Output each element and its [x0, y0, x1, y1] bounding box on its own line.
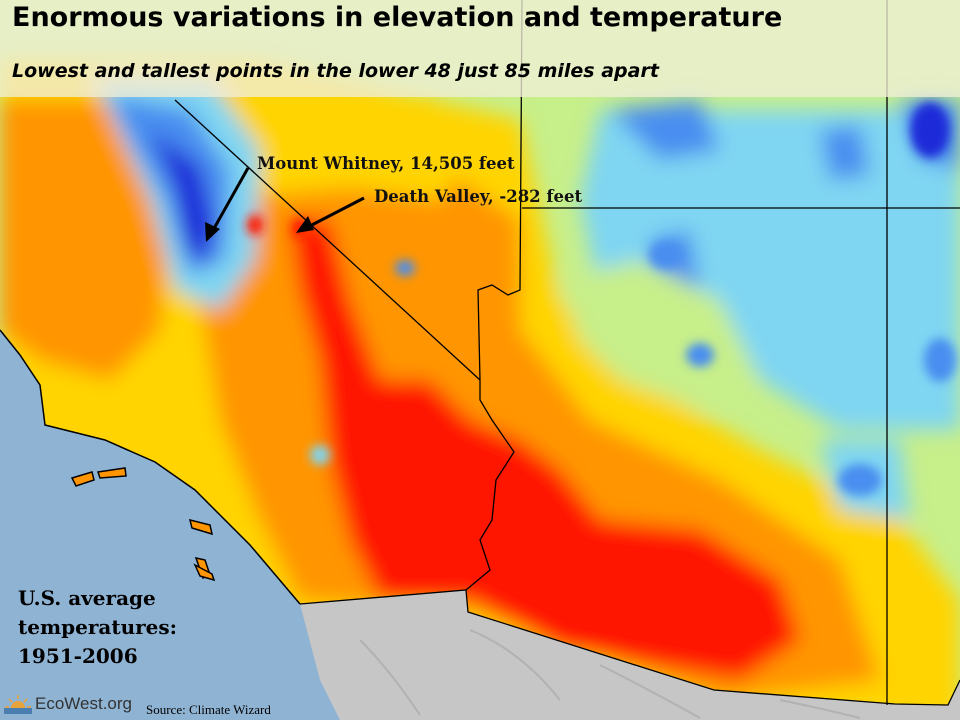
title-band	[0, 0, 960, 97]
logo-text: EcoWest.org	[35, 694, 133, 713]
sunrise-logo-icon	[4, 695, 32, 714]
legend-line: U.S. average	[18, 586, 156, 610]
source-credit: Source: Climate Wizard	[146, 702, 271, 717]
death-valley-label: Death Valley, -282 feet	[374, 187, 583, 206]
mexico-relief	[359, 629, 861, 719]
mexico-terrain	[300, 590, 960, 720]
mount-whitney-label: Mount Whitney, 14,505 feet	[257, 154, 515, 173]
legend-line: temperatures:	[18, 615, 178, 639]
channel-islands	[70, 467, 216, 582]
coastline	[0, 329, 301, 605]
legend-line: 1951-2006	[18, 644, 138, 668]
legend-caption: U.S. average temperatures: 1951-2006	[18, 584, 177, 671]
ecowest-logo[interactable]: EcoWest.org	[4, 694, 132, 714]
page-subtitle: Lowest and tallest points in the lower 4…	[12, 60, 659, 82]
page-title: Enormous variations in elevation and tem…	[12, 2, 783, 33]
annotation-arrows	[205, 167, 365, 242]
state-borders	[174, 0, 960, 706]
